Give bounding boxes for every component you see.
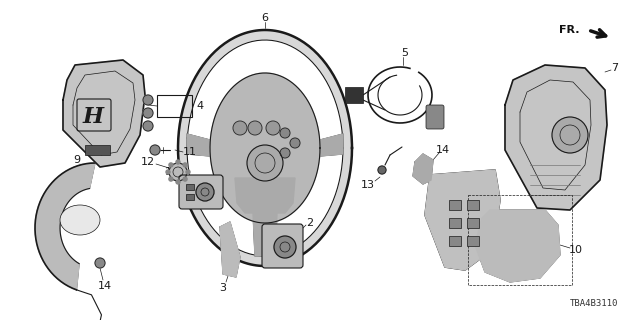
Text: 2: 2	[307, 218, 314, 228]
Circle shape	[290, 138, 300, 148]
Text: TBA4B3110: TBA4B3110	[570, 299, 618, 308]
Circle shape	[150, 145, 160, 155]
Polygon shape	[253, 213, 277, 256]
Circle shape	[280, 148, 290, 158]
Polygon shape	[35, 163, 95, 290]
Bar	[449, 236, 461, 246]
Text: 11: 11	[183, 147, 197, 157]
Circle shape	[143, 108, 153, 118]
Text: 3: 3	[220, 283, 227, 293]
Ellipse shape	[60, 205, 100, 235]
Polygon shape	[63, 60, 145, 167]
Polygon shape	[475, 210, 560, 282]
Text: 12: 12	[141, 157, 155, 167]
Bar	[85, 145, 110, 155]
Polygon shape	[413, 154, 433, 184]
Text: FR.: FR.	[559, 25, 580, 35]
Bar	[186, 184, 194, 190]
Circle shape	[166, 170, 170, 174]
Text: 14: 14	[98, 281, 112, 291]
Bar	[449, 200, 461, 210]
Circle shape	[280, 128, 290, 138]
Polygon shape	[210, 73, 320, 223]
Circle shape	[186, 170, 190, 174]
Circle shape	[196, 183, 214, 201]
Circle shape	[274, 236, 296, 258]
Text: H: H	[83, 106, 104, 128]
Circle shape	[176, 180, 180, 184]
Text: 14: 14	[436, 145, 450, 155]
Polygon shape	[187, 134, 210, 156]
Text: 10: 10	[569, 245, 583, 255]
Text: 9: 9	[74, 155, 81, 165]
Circle shape	[169, 163, 173, 167]
Text: 7: 7	[611, 63, 619, 73]
Text: 8: 8	[515, 235, 522, 245]
Bar	[345, 87, 363, 103]
Circle shape	[176, 160, 180, 164]
Bar	[157, 95, 192, 117]
Circle shape	[378, 166, 386, 174]
FancyBboxPatch shape	[262, 224, 303, 268]
Text: 4: 4	[196, 101, 204, 111]
Circle shape	[143, 95, 153, 105]
Polygon shape	[235, 178, 295, 213]
Circle shape	[169, 163, 187, 181]
Circle shape	[552, 117, 588, 153]
Polygon shape	[505, 65, 607, 210]
Circle shape	[266, 121, 280, 135]
Polygon shape	[425, 170, 500, 270]
Bar	[467, 218, 479, 228]
Polygon shape	[187, 40, 343, 256]
Text: 1: 1	[164, 167, 172, 177]
Bar	[449, 218, 461, 228]
Circle shape	[248, 121, 262, 135]
Bar	[467, 236, 479, 246]
Bar	[467, 200, 479, 210]
Text: 13: 13	[361, 180, 375, 190]
Polygon shape	[320, 134, 343, 156]
Circle shape	[247, 145, 283, 181]
Circle shape	[143, 121, 153, 131]
FancyBboxPatch shape	[426, 105, 444, 129]
Circle shape	[169, 177, 173, 181]
Circle shape	[95, 258, 105, 268]
Text: 5: 5	[401, 48, 408, 58]
FancyBboxPatch shape	[179, 175, 223, 209]
Text: 6: 6	[262, 13, 269, 23]
Polygon shape	[220, 222, 240, 277]
Circle shape	[183, 177, 187, 181]
Bar	[186, 194, 194, 200]
Polygon shape	[178, 30, 352, 266]
Bar	[468, 195, 572, 285]
Circle shape	[233, 121, 247, 135]
Circle shape	[183, 163, 187, 167]
